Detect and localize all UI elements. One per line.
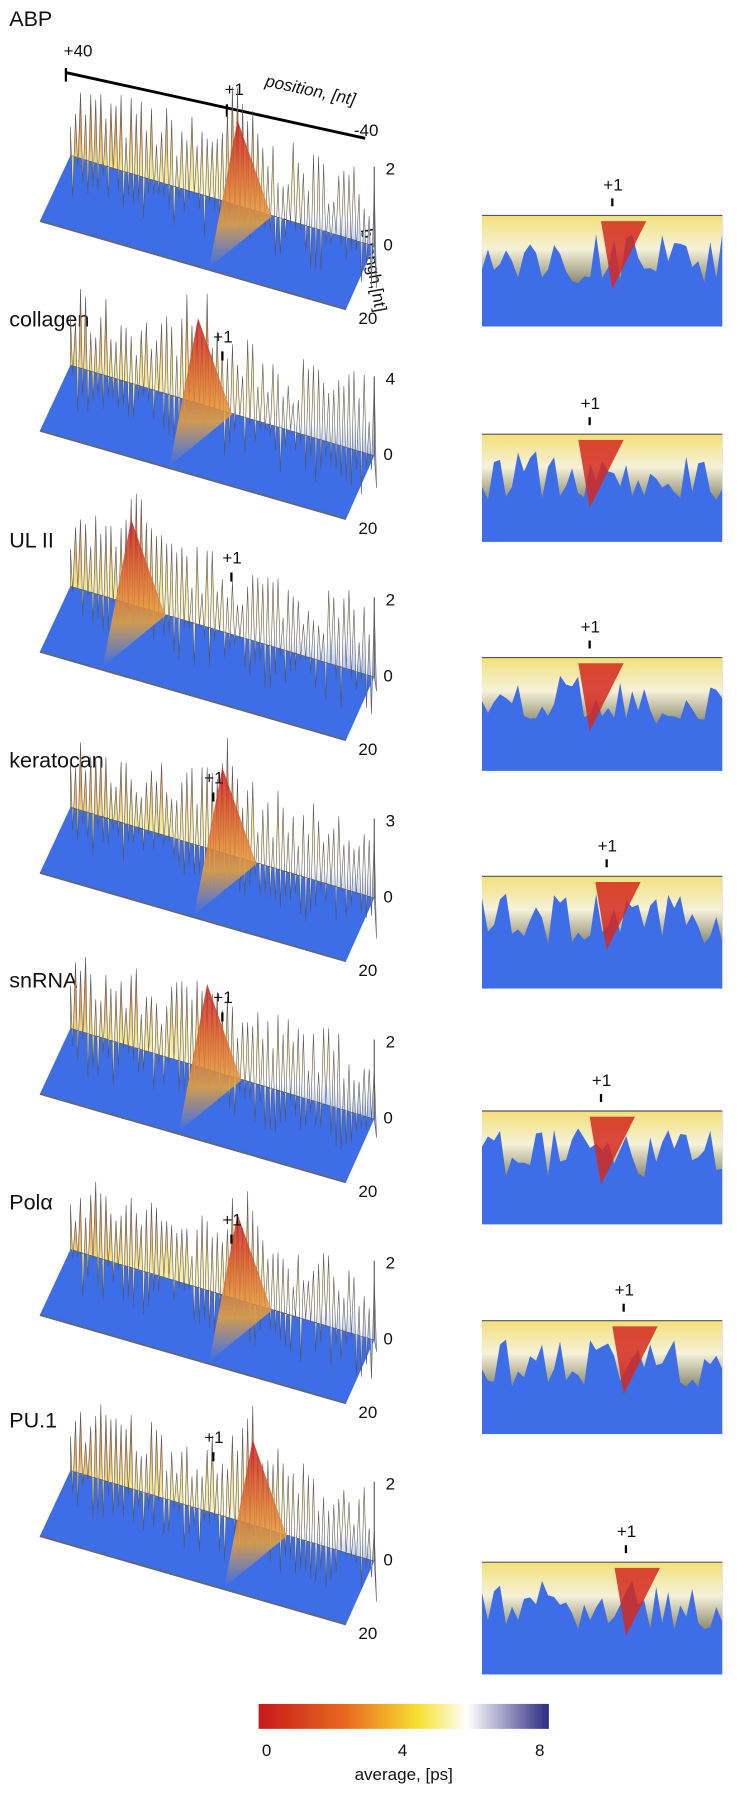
z-tick-label: 0 bbox=[383, 1329, 392, 1348]
depth-tick-label: 20 bbox=[358, 740, 377, 759]
z-tick-label: 0 bbox=[383, 1108, 392, 1127]
panel-title: UL II bbox=[9, 529, 54, 553]
depth-tick-label: 20 bbox=[358, 1624, 377, 1643]
axis-tick-label: -40 bbox=[354, 121, 379, 140]
depth-tick-label: 20 bbox=[358, 519, 377, 538]
z-tick-label: 0 bbox=[383, 445, 392, 464]
z-tick-label: 2 bbox=[386, 1254, 395, 1273]
axis-label: position, [nt] bbox=[263, 71, 359, 109]
panel-title: snRNA bbox=[9, 968, 78, 992]
marker-label: +1 bbox=[222, 548, 241, 567]
colorbar bbox=[259, 1704, 549, 1729]
marker-label: +1 bbox=[592, 1071, 611, 1090]
z-tick-label: 0 bbox=[383, 235, 392, 254]
marker-label: +1 bbox=[615, 1281, 634, 1300]
depth-tick-label: 20 bbox=[358, 1403, 377, 1422]
marker-label: +1 bbox=[213, 988, 232, 1007]
panel-title: Polα bbox=[9, 1191, 53, 1215]
axis-tick-label: +40 bbox=[64, 42, 93, 61]
marker-label: +1 bbox=[598, 836, 617, 855]
z-tick-label: 4 bbox=[386, 369, 395, 388]
marker-label: +1 bbox=[213, 327, 232, 346]
depth-tick-label: 20 bbox=[358, 309, 377, 328]
panel-title: PU.1 bbox=[9, 1408, 57, 1432]
colorbar-label: average, [ps] bbox=[355, 1765, 453, 1784]
z-tick-label: 3 bbox=[386, 811, 395, 830]
z-tick-label: 2 bbox=[386, 160, 395, 179]
figure: +40 +1 -40 position, [nt] b lengh,[nt] A… bbox=[0, 0, 744, 1798]
marker-label: +1 bbox=[581, 394, 600, 413]
z-tick-label: 0 bbox=[383, 1551, 392, 1570]
z-tick-label: 0 bbox=[383, 887, 392, 906]
marker-label: +1 bbox=[204, 768, 223, 787]
colorbar-tick-label: 8 bbox=[535, 1741, 544, 1760]
colorbar-tick-label: 0 bbox=[262, 1741, 271, 1760]
z-tick-label: 0 bbox=[383, 666, 392, 685]
marker-label: +1 bbox=[222, 1210, 241, 1229]
colorbar-tick-label: 4 bbox=[398, 1741, 407, 1760]
depth-tick-label: 20 bbox=[358, 1182, 377, 1201]
marker-label: +1 bbox=[603, 175, 622, 194]
panel: keratocan 3 0 20 +1 +1 bbox=[9, 738, 722, 989]
marker-label: +1 bbox=[617, 1522, 636, 1541]
marker-label: +1 bbox=[204, 1428, 223, 1447]
z-tick-label: 2 bbox=[386, 590, 395, 609]
panel-title: collagen bbox=[9, 308, 89, 332]
panel-title: keratocan bbox=[9, 749, 104, 773]
panel-title: ABP bbox=[9, 7, 52, 31]
z-tick-label: 2 bbox=[386, 1475, 395, 1494]
z-tick-label: 2 bbox=[386, 1032, 395, 1051]
axis-tick-label: +1 bbox=[225, 80, 244, 99]
marker-label: +1 bbox=[581, 618, 600, 637]
depth-tick-label: 20 bbox=[358, 961, 377, 980]
